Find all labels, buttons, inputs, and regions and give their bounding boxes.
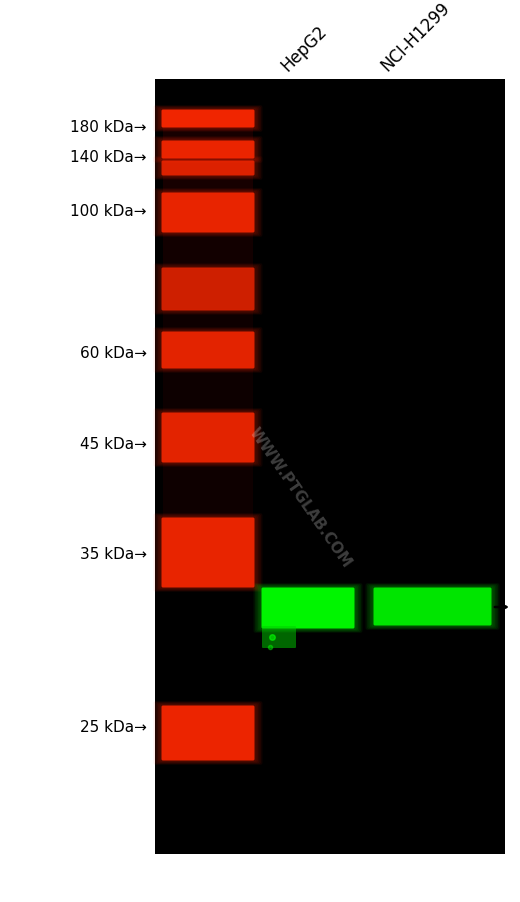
FancyBboxPatch shape (157, 515, 259, 591)
Bar (163, 309, 253, 334)
Text: 35 kDa→: 35 kDa→ (80, 547, 147, 562)
FancyBboxPatch shape (158, 330, 258, 371)
FancyBboxPatch shape (158, 704, 258, 763)
FancyBboxPatch shape (162, 413, 254, 463)
FancyBboxPatch shape (366, 584, 500, 630)
Text: 180 kDa→: 180 kDa→ (71, 120, 147, 135)
Bar (163, 462, 253, 520)
FancyBboxPatch shape (160, 160, 256, 178)
Bar (163, 127, 253, 195)
FancyBboxPatch shape (155, 514, 261, 592)
FancyBboxPatch shape (255, 584, 361, 632)
FancyBboxPatch shape (160, 517, 256, 589)
FancyBboxPatch shape (157, 190, 259, 236)
FancyBboxPatch shape (157, 265, 259, 314)
FancyBboxPatch shape (369, 585, 497, 629)
Text: 140 kDa→: 140 kDa→ (71, 151, 147, 165)
FancyBboxPatch shape (367, 584, 498, 630)
FancyBboxPatch shape (153, 157, 263, 180)
FancyBboxPatch shape (160, 192, 256, 235)
FancyBboxPatch shape (155, 158, 261, 179)
Text: HepG2: HepG2 (277, 23, 330, 75)
FancyBboxPatch shape (162, 518, 254, 588)
FancyBboxPatch shape (157, 107, 259, 131)
FancyBboxPatch shape (160, 140, 256, 161)
Text: 60 kDa→: 60 kDa→ (80, 346, 147, 361)
FancyBboxPatch shape (158, 139, 258, 161)
Bar (163, 368, 253, 415)
FancyBboxPatch shape (157, 410, 259, 465)
FancyBboxPatch shape (153, 328, 263, 373)
FancyBboxPatch shape (155, 328, 261, 373)
FancyBboxPatch shape (162, 193, 254, 234)
FancyBboxPatch shape (160, 267, 256, 312)
Text: WWW.PTGLAB.COM: WWW.PTGLAB.COM (246, 424, 354, 569)
FancyBboxPatch shape (155, 106, 261, 132)
FancyBboxPatch shape (153, 513, 263, 592)
Bar (155, 80, 505, 854)
FancyBboxPatch shape (157, 139, 259, 162)
FancyBboxPatch shape (155, 189, 261, 236)
FancyBboxPatch shape (162, 705, 254, 760)
FancyBboxPatch shape (158, 516, 258, 590)
FancyBboxPatch shape (162, 110, 254, 128)
FancyBboxPatch shape (158, 191, 258, 235)
FancyBboxPatch shape (153, 137, 263, 163)
FancyBboxPatch shape (158, 411, 258, 465)
FancyBboxPatch shape (162, 161, 254, 176)
FancyBboxPatch shape (370, 586, 495, 628)
FancyBboxPatch shape (162, 332, 254, 369)
FancyBboxPatch shape (373, 588, 491, 626)
FancyBboxPatch shape (158, 160, 258, 179)
FancyBboxPatch shape (262, 588, 355, 629)
FancyBboxPatch shape (157, 159, 259, 179)
FancyBboxPatch shape (155, 264, 261, 315)
FancyBboxPatch shape (155, 703, 261, 764)
FancyBboxPatch shape (160, 331, 256, 371)
FancyBboxPatch shape (160, 412, 256, 465)
Text: NCI-H1299: NCI-H1299 (378, 0, 453, 75)
FancyBboxPatch shape (155, 410, 261, 466)
FancyBboxPatch shape (157, 703, 259, 763)
FancyBboxPatch shape (153, 409, 263, 467)
FancyBboxPatch shape (160, 704, 256, 762)
FancyBboxPatch shape (153, 702, 263, 765)
FancyBboxPatch shape (256, 585, 359, 631)
Text: 25 kDa→: 25 kDa→ (80, 720, 147, 735)
FancyBboxPatch shape (158, 266, 258, 313)
FancyBboxPatch shape (153, 106, 263, 133)
FancyBboxPatch shape (153, 264, 263, 316)
FancyBboxPatch shape (158, 108, 258, 131)
FancyBboxPatch shape (153, 189, 263, 237)
FancyBboxPatch shape (262, 626, 296, 649)
FancyBboxPatch shape (371, 586, 493, 627)
FancyBboxPatch shape (259, 586, 357, 630)
FancyBboxPatch shape (155, 138, 261, 163)
FancyBboxPatch shape (157, 329, 259, 372)
FancyBboxPatch shape (254, 584, 362, 633)
Bar (163, 232, 253, 270)
FancyBboxPatch shape (258, 586, 358, 630)
FancyBboxPatch shape (162, 142, 254, 160)
Text: 45 kDa→: 45 kDa→ (80, 437, 147, 452)
FancyBboxPatch shape (162, 268, 254, 311)
Text: 100 kDa→: 100 kDa→ (71, 204, 147, 219)
FancyBboxPatch shape (160, 109, 256, 130)
